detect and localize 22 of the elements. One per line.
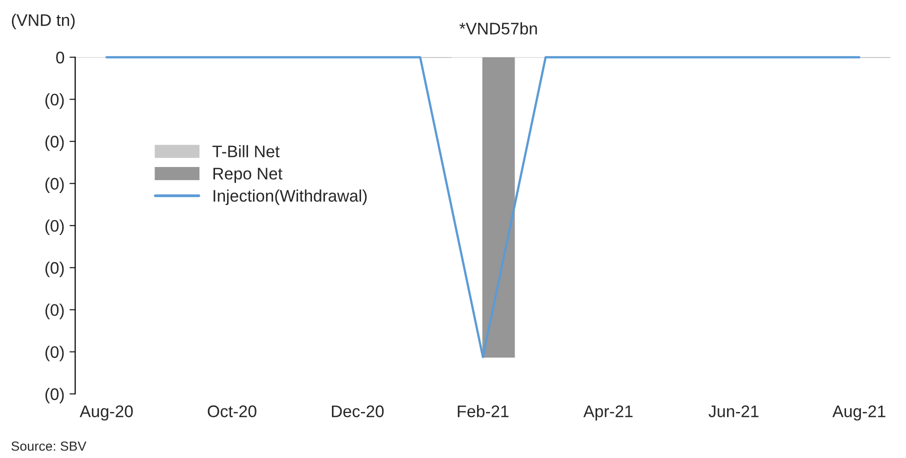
x-tick-label: Aug-20 — [80, 405, 133, 421]
x-tick-label: Jun-21 — [708, 405, 758, 418]
y-tick-label: (0) — [45, 262, 64, 278]
source-note: Source: SBV — [11, 441, 86, 451]
y-tick-label: (0) — [45, 220, 64, 236]
y-tick-label: (0) — [45, 388, 64, 404]
x-tick-label: Dec-20 — [332, 405, 384, 418]
x-tick-label: Feb-21 — [458, 404, 508, 418]
y-tick-label: 0 — [56, 52, 64, 64]
y-axis-title: (VND tn) — [12, 14, 75, 30]
legend-label: Repo Net — [213, 168, 282, 183]
y-tick-label: (0) — [45, 93, 64, 109]
y-tick-label: (0) — [45, 346, 64, 362]
x-tick-label: Apr-21 — [583, 405, 633, 421]
y-tick-label: (0) — [45, 135, 64, 151]
x-tick-label: Aug-21 — [832, 405, 886, 421]
x-tick-label: Oct-20 — [208, 405, 256, 418]
y-tick-label: (0) — [45, 304, 64, 320]
y-tick-label: (0) — [45, 177, 64, 193]
legend-label: T-Bill Net — [212, 145, 280, 158]
text: *VND57bn — [459, 22, 537, 35]
legend-label: Injection(Withdrawal) — [214, 190, 367, 206]
